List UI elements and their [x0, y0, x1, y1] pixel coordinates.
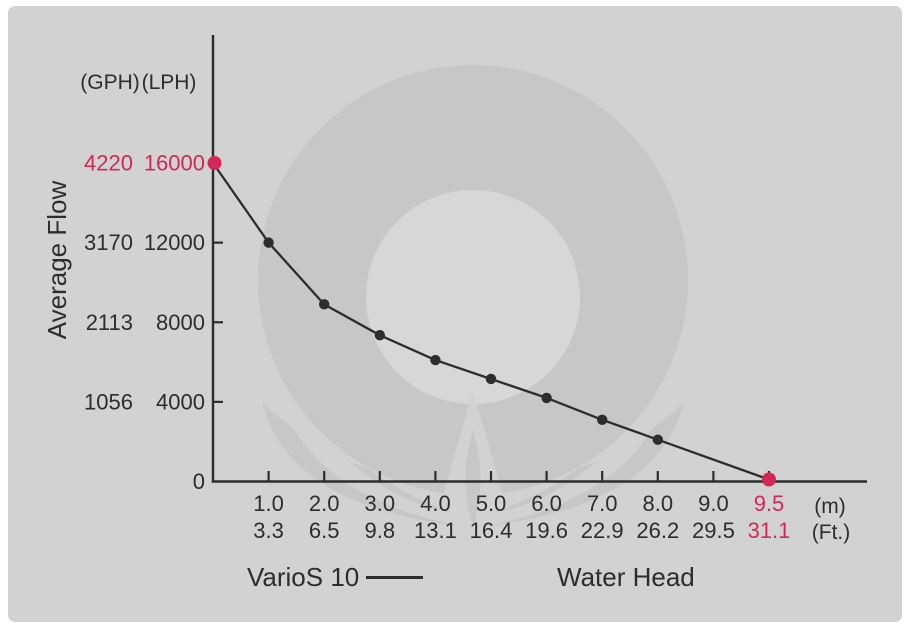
- curve-point-marker: [374, 329, 385, 341]
- watermark-right-gap: [481, 448, 624, 521]
- legend-series-label: VarioS 10: [247, 562, 360, 592]
- x-tick-ft-label: 6.5: [309, 518, 340, 543]
- y-tick-gph-label: 1056: [84, 389, 133, 414]
- x-tick-ft-label: 19.6: [525, 518, 568, 543]
- x-unit-m-label: (m): [814, 495, 846, 518]
- x-tick-m-label: 7.0: [587, 491, 618, 516]
- curve-point-marker: [652, 434, 663, 445]
- y-tick-gph-label: 2113: [86, 310, 133, 335]
- y-tick-lph-label: 16000: [144, 151, 205, 176]
- x-tick-ft-label: 9.8: [365, 518, 396, 543]
- y-tick-gph-label: 4220: [84, 151, 133, 176]
- x-tick-m-label: 3.0: [365, 491, 396, 516]
- x-tick-ft-label: 22.9: [581, 518, 624, 543]
- watermark-center-leaf: [465, 430, 481, 526]
- y-axis-title: Average Flow: [42, 180, 72, 340]
- x-tick-m-label: 4.0: [420, 491, 451, 516]
- watermark-ring: [258, 65, 688, 495]
- x-tick-m-label: 6.0: [531, 491, 562, 516]
- x-tick-ft-label: 3.3: [253, 518, 284, 543]
- curve-point-marker: [263, 237, 274, 248]
- x-tick-m-label: 2.0: [309, 491, 340, 516]
- watermark-left-wing: [262, 402, 468, 527]
- x-tick-m-label: 9.5: [754, 491, 785, 516]
- curve-point-marker: [430, 354, 441, 366]
- watermark-inner-disc: [366, 190, 580, 404]
- curve-endpoint-marker: [762, 472, 776, 487]
- x-tick-ft-label: 29.5: [692, 518, 735, 543]
- y-tick-lph-label: 0: [193, 469, 205, 494]
- watermark-left-petal: [350, 462, 455, 513]
- x-tick-m-label: 5.0: [476, 491, 507, 516]
- curve-point-marker: [541, 392, 552, 404]
- curve-point-marker: [597, 414, 608, 425]
- x-tick-m-label: 9.0: [698, 491, 729, 516]
- curve-point-marker: [485, 373, 497, 385]
- varios10-curve: [212, 162, 770, 481]
- y-tick-lph-label: 8000: [156, 310, 205, 335]
- x-tick-m-label: 8.0: [643, 491, 674, 516]
- x-tick-ft-label: 16.4: [470, 518, 513, 543]
- y-tick-lph-label: 4000: [156, 389, 205, 414]
- x-unit-ft-label: (Ft.): [811, 521, 851, 544]
- y-unit-lph-label: (LPH): [141, 71, 197, 94]
- watermark-right-wing: [478, 402, 684, 527]
- y-unit-gph-label: (GPH): [80, 71, 140, 94]
- x-axis-title: Water Head: [557, 562, 695, 592]
- y-tick-gph-label: 3170: [84, 230, 133, 255]
- x-tick-ft-label: 26.2: [636, 518, 679, 543]
- watermark-left-gap: [322, 448, 465, 521]
- watermark-right-petal: [491, 462, 596, 513]
- y-tick-lph-label: 12000: [144, 230, 205, 255]
- x-tick-m-label: 1.0: [253, 491, 284, 516]
- curve-point-marker: [319, 299, 330, 310]
- legend-line-sample: [366, 576, 423, 579]
- x-tick-ft-label: 31.1: [748, 518, 791, 543]
- x-tick-ft-label: 13.1: [414, 518, 457, 543]
- curve-endpoint-marker: [207, 156, 222, 170]
